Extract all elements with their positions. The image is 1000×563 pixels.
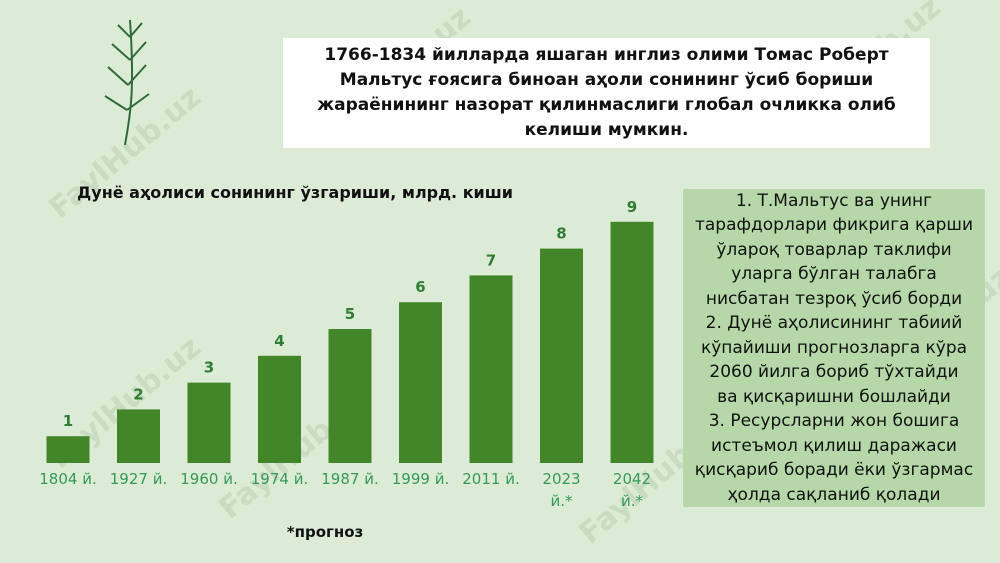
bar — [328, 329, 372, 463]
value-label: 3 — [204, 359, 214, 377]
note-line: 3. Ресурсларни жон бошига — [708, 411, 960, 432]
header-box: 1766-1834 йилларда яшаган инглиз олими Т… — [283, 38, 930, 148]
note-line: кўпайиши прогнозларга кўра — [700, 337, 968, 358]
note-line: ва қисқаришни бошлайди — [717, 386, 951, 407]
bar — [117, 409, 160, 463]
header-line: келиши мумкин. — [524, 120, 689, 140]
note-line: ўлароқ товарлар таклифи — [716, 239, 952, 260]
header-line: 1766-1834 йилларда яшаган инглиз олими Т… — [324, 45, 889, 65]
leaf-icon — [104, 19, 150, 146]
x-tick-label: 1974 й. — [251, 470, 308, 488]
x-tick-label: 2023 й.* — [542, 470, 580, 510]
note-line: 2060 йилга бориб тўхтайди — [709, 362, 959, 383]
note-line: 1. Т.Мальтус ва унинг — [735, 190, 933, 211]
x-tick-label: 2042 й.* — [613, 470, 651, 510]
bar — [469, 275, 513, 463]
value-label: 8 — [556, 225, 566, 243]
note-line: истеъмол қилиш даражаси — [711, 435, 957, 456]
note-line: нисбатан тезроқ ўсиб борди — [705, 288, 963, 309]
bar — [399, 302, 442, 463]
value-label: 5 — [345, 305, 355, 323]
value-label: 6 — [415, 278, 425, 296]
chart: Дунё аҳолиси сонининг ўзгариши, млрд. ки… — [39, 19, 654, 541]
notes-box: 1. Т.Мальтус ва унинг тарафдорлари фикриг… — [683, 189, 985, 507]
header-line: Мальтус ғоясига биноан аҳоли сонининг ўс… — [339, 70, 874, 90]
bar — [258, 355, 301, 463]
value-label: 2 — [133, 385, 143, 403]
x-tick-label: 1999 й. — [392, 470, 449, 488]
x-tick-label: 1987 й. — [321, 470, 378, 488]
note-line: 2. Дунё аҳолисининг табиий — [705, 313, 963, 334]
x-tick-label: 2011 й. — [462, 470, 519, 488]
note-line: қисқариб боради ёки ўзгармас — [694, 460, 974, 481]
x-tick-label: 1960 й. — [180, 470, 237, 488]
bar — [187, 382, 231, 463]
note-line: ҳолда сақланиб қолади — [727, 484, 941, 505]
footnote: *прогноз — [287, 523, 363, 541]
value-label: 1 — [63, 412, 73, 430]
x-tick-label: 1927 й. — [110, 470, 167, 488]
bar — [46, 436, 90, 463]
value-label: 9 — [627, 198, 637, 216]
bar — [610, 221, 654, 463]
value-label: 4 — [274, 332, 284, 350]
note-line: тарафдорлари фикрига қарши — [694, 215, 974, 236]
note-line: уларга бўлган талабга — [731, 264, 937, 285]
value-label: 7 — [486, 251, 496, 269]
x-tick-label: 1804 й. — [39, 470, 96, 488]
chart-title: Дунё аҳолиси сонининг ўзгариши, млрд. ки… — [77, 183, 513, 202]
header-line: жараёнининг назорат қилинмаслиги глобал … — [317, 95, 896, 115]
bar — [540, 248, 583, 463]
